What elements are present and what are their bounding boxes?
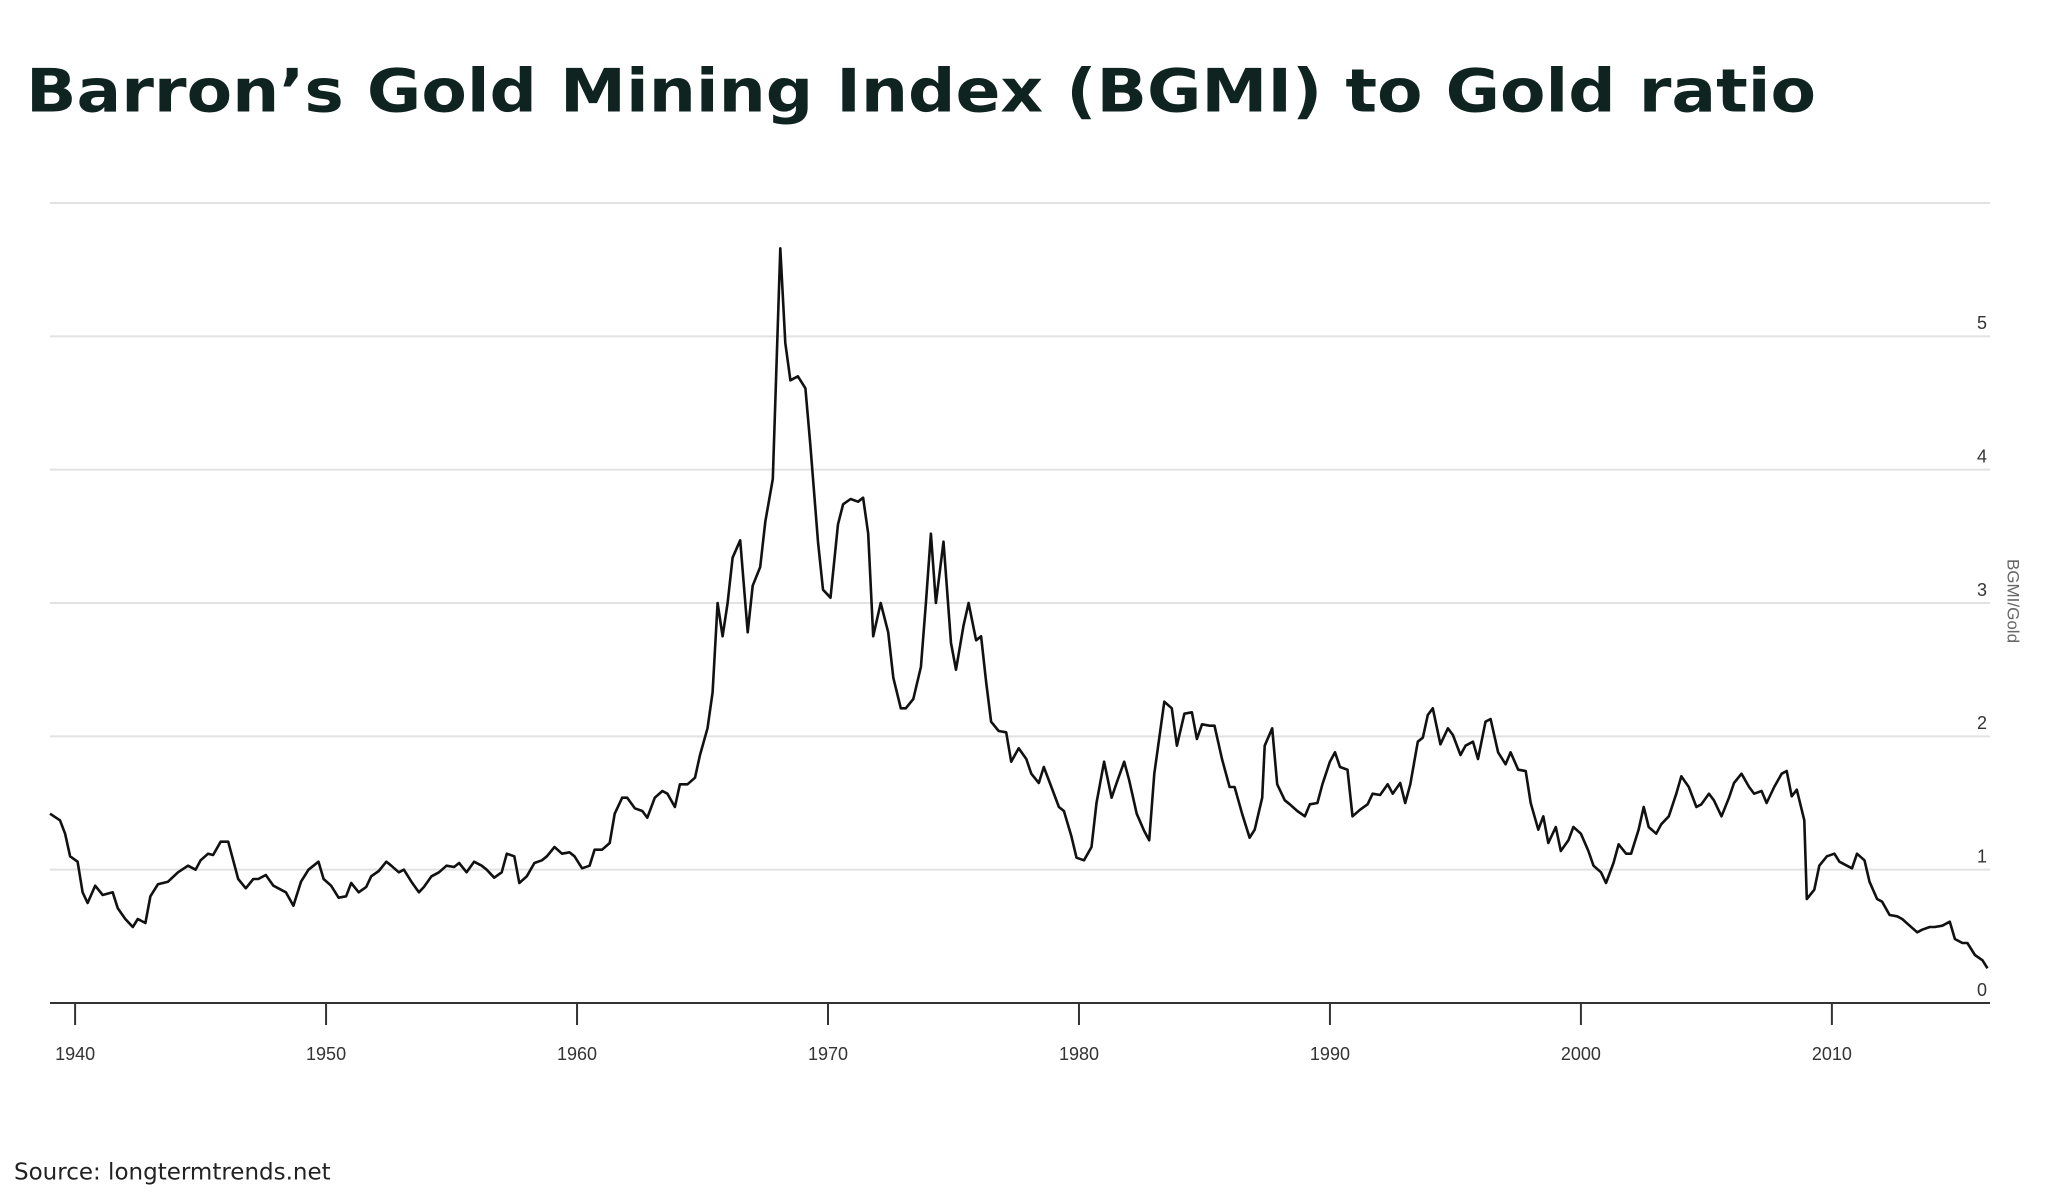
x-tick-label: 1980: [1059, 1044, 1099, 1064]
y-tick-label: 2: [1977, 713, 1987, 733]
y-tick-label: 1: [1977, 846, 1987, 866]
x-tick-label: 2010: [1812, 1044, 1852, 1064]
x-tick-label: 1940: [55, 1044, 95, 1064]
y-tick-label: 5: [1977, 313, 1987, 333]
source-note: Source: longtermtrends.net: [14, 1160, 331, 1186]
data-line: [49, 247, 1989, 969]
x-tick-label: 1950: [306, 1044, 346, 1064]
y-tick-label: 4: [1977, 446, 1987, 466]
x-tick-label: 1960: [557, 1044, 597, 1064]
x-tick-label: 1970: [808, 1044, 848, 1064]
y-tick-label: 3: [1977, 580, 1987, 600]
y-axis-label: BGMI/Gold: [2004, 559, 2023, 643]
y-tick-label: 0: [1977, 980, 1987, 1000]
x-tick-label: 1990: [1310, 1044, 1350, 1064]
chart-title: Barron’s Gold Mining Index (BGMI) to Gol…: [26, 57, 1816, 127]
x-tick-label: 2000: [1561, 1044, 1601, 1064]
